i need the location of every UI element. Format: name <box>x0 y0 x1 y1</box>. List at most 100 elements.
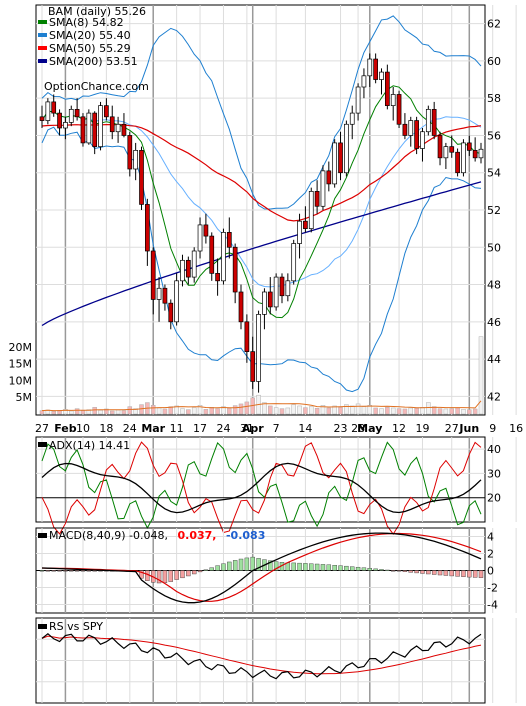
candle-body <box>308 191 314 229</box>
watermark: OptionChance.com <box>44 80 149 93</box>
x-tick-label: 9 <box>489 422 496 435</box>
candle-body <box>326 170 332 185</box>
macd-y-tick-label: 0 <box>487 565 494 578</box>
adx-panel-frame <box>35 436 486 523</box>
candle-body <box>443 146 449 159</box>
macd-value: MACD(8,40,9) -0.048, <box>49 529 168 542</box>
macd-y-tick-labels: 4 2 0 -2 -4 <box>487 531 498 612</box>
volume-bar <box>461 409 466 415</box>
volume-bar <box>478 336 484 415</box>
candle-body <box>285 280 291 297</box>
volume-bar <box>437 408 443 415</box>
macd-histogram-bar <box>402 570 408 572</box>
macd-histogram-bar <box>344 565 349 571</box>
macd-histogram-bar <box>221 563 226 571</box>
candle-body <box>455 151 460 174</box>
volume-average-line <box>41 400 482 412</box>
volume-bar <box>431 406 437 415</box>
candle-body <box>221 232 226 282</box>
macd-histogram-bar <box>326 564 332 571</box>
candle-body <box>262 291 267 315</box>
candle-body <box>390 94 396 106</box>
macd-histogram-bar <box>455 570 460 577</box>
macd-histogram-bar <box>250 556 255 571</box>
volume-bar <box>121 410 127 415</box>
macd-histogram-bar <box>467 570 472 578</box>
candle-body <box>320 170 326 207</box>
legend-swatch <box>38 46 47 50</box>
volume-bar <box>162 408 168 415</box>
macd-y-tick-label: -2 <box>487 582 498 595</box>
macd-histogram-bar <box>472 570 478 578</box>
price-y-tick-label: 46 <box>487 316 501 329</box>
volume-bar <box>168 406 174 415</box>
volume-bar <box>221 406 226 415</box>
x-tick-label: 28 <box>351 422 365 435</box>
macd-y-tick-label: 2 <box>487 548 494 561</box>
volume-bar <box>227 408 232 415</box>
candle-body <box>226 232 232 248</box>
adx-lines <box>41 441 482 535</box>
macd-histogram-bar <box>291 562 296 571</box>
macd-histogram-bar <box>186 570 191 577</box>
macd-histogram-bar <box>285 562 291 571</box>
x-tick-label: 27 <box>35 422 49 435</box>
candle-body <box>466 142 472 151</box>
x-tick-label: 19 <box>415 422 429 435</box>
macd-histogram-bar <box>162 570 168 583</box>
macd-histogram-bar <box>426 570 431 575</box>
volume-bar <box>303 407 308 415</box>
candle-body <box>68 109 74 123</box>
x-tick-label: 14 <box>298 422 312 435</box>
macd-histogram-bar <box>57 570 62 572</box>
macd-histogram-bar <box>209 567 214 571</box>
macd-histogram-bar <box>63 570 68 572</box>
macd-histogram-bar <box>437 570 443 576</box>
adx-legend-swatch <box>38 442 47 447</box>
volume-bar <box>115 409 121 415</box>
candle-body <box>267 291 273 308</box>
candle-body <box>162 287 168 304</box>
candle-body <box>425 109 431 133</box>
macd-histogram-bar <box>431 570 437 575</box>
macd-histogram-bar <box>273 561 279 571</box>
candle-body <box>45 101 51 121</box>
candle-body <box>379 71 384 80</box>
candle-body <box>209 235 215 274</box>
candle-body <box>86 112 92 144</box>
macd-histogram-bar <box>256 558 261 571</box>
candle-body <box>250 351 256 382</box>
price-y-tick-label: 56 <box>487 129 501 142</box>
volume-bar <box>268 405 273 415</box>
macd-histogram-bar <box>197 570 203 573</box>
macd-histogram-bar <box>385 569 390 572</box>
macd-histogram-bar <box>69 570 74 572</box>
candle-body <box>104 105 109 118</box>
macd-histogram-bar <box>297 562 302 571</box>
macd-histogram-bar <box>174 570 179 580</box>
rs-panel: RS vs SPY <box>35 617 517 704</box>
x-tick-label: 24 <box>123 422 137 435</box>
volume-bar <box>133 408 138 415</box>
candle-body <box>344 123 349 174</box>
volume-bar <box>291 404 296 415</box>
volume-bar <box>379 408 384 415</box>
macd-histogram-bar <box>74 570 80 572</box>
volume-bar <box>273 407 279 415</box>
candle-body <box>74 109 80 118</box>
x-tick-label: May <box>357 422 382 435</box>
price-y-tick-label: 42 <box>487 390 501 403</box>
macd-histogram-bar <box>180 570 185 579</box>
candle-body <box>449 146 455 153</box>
x-tick-label: Jun <box>458 422 479 435</box>
volume-bar <box>279 408 285 415</box>
volume-bar <box>80 410 86 415</box>
sma8-line <box>41 85 482 319</box>
candle-body <box>215 273 220 282</box>
plus-di-line <box>41 441 482 529</box>
volume-bar <box>104 408 109 415</box>
legend-swatch <box>38 33 47 37</box>
